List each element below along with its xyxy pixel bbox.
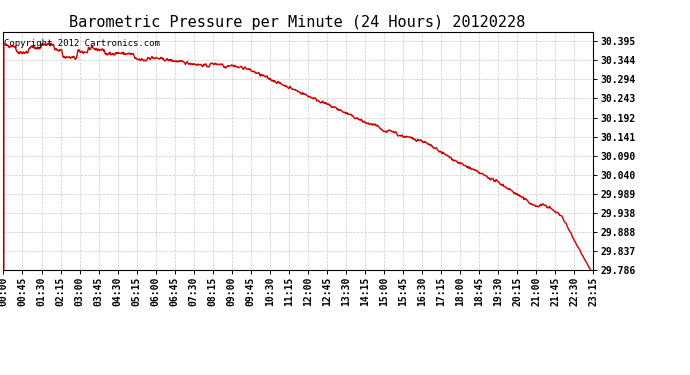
- Text: Barometric Pressure per Minute (24 Hours) 20120228: Barometric Pressure per Minute (24 Hours…: [68, 15, 525, 30]
- Text: Copyright 2012 Cartronics.com: Copyright 2012 Cartronics.com: [4, 39, 160, 48]
